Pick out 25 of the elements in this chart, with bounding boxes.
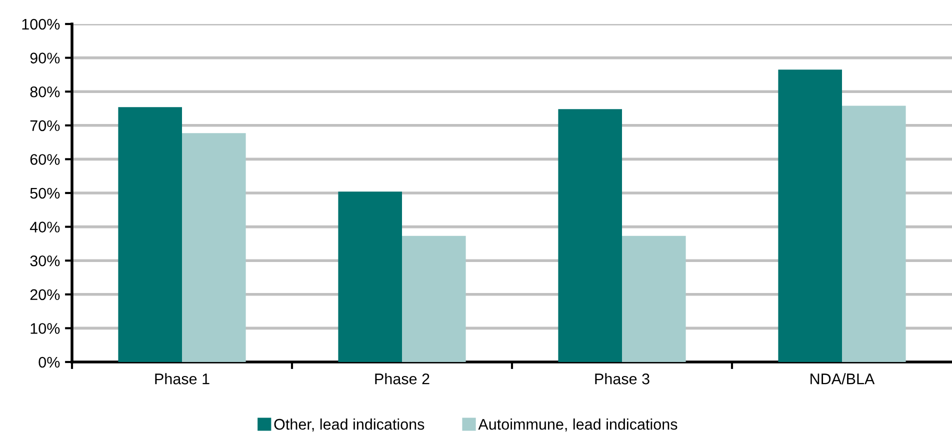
bar [622,236,686,362]
x-tick-label: Phase 2 [375,373,430,384]
y-tick-label: 70% [30,120,60,132]
legend-label: Autoimmune, lead indications [478,418,678,432]
y-tick-label: 40% [30,222,60,232]
y-tick-label: 60% [30,154,60,165]
bar [182,133,246,362]
bar [402,236,466,362]
bar [558,109,622,362]
y-tick-label: 10% [30,323,60,334]
y-tick-label: 30% [30,255,60,266]
y-tick-label: 100% [22,18,60,30]
legend-label: Other, lead indications [274,418,424,432]
x-tick-label: Phase 3 [595,373,650,384]
y-tick-label: 20% [30,289,60,300]
bar [118,107,182,362]
bar [842,106,906,362]
y-tick-label: 80% [30,86,60,98]
y-tick-label: 50% [30,188,60,199]
y-tick-label: 90% [30,52,60,64]
x-tick-label: Phase 1 [155,373,210,384]
y-tick-label: 0% [38,356,60,368]
bar [338,192,402,362]
x-tick-label: NDA/BLA [810,373,875,384]
bar [778,70,842,362]
